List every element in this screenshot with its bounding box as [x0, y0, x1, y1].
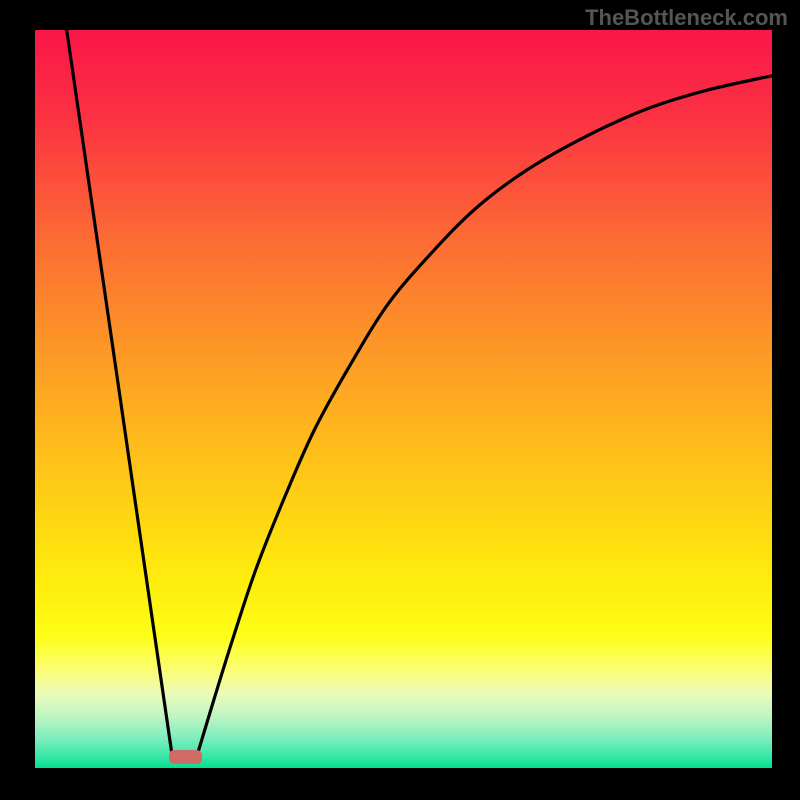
- curve-left: [67, 30, 172, 750]
- curve-right: [199, 76, 772, 751]
- chart-container: TheBottleneck.com: [0, 0, 800, 800]
- watermark-text: TheBottleneck.com: [585, 5, 788, 31]
- marker-pill: [169, 750, 202, 765]
- curve-layer: [35, 30, 772, 768]
- plot-area: [35, 30, 772, 768]
